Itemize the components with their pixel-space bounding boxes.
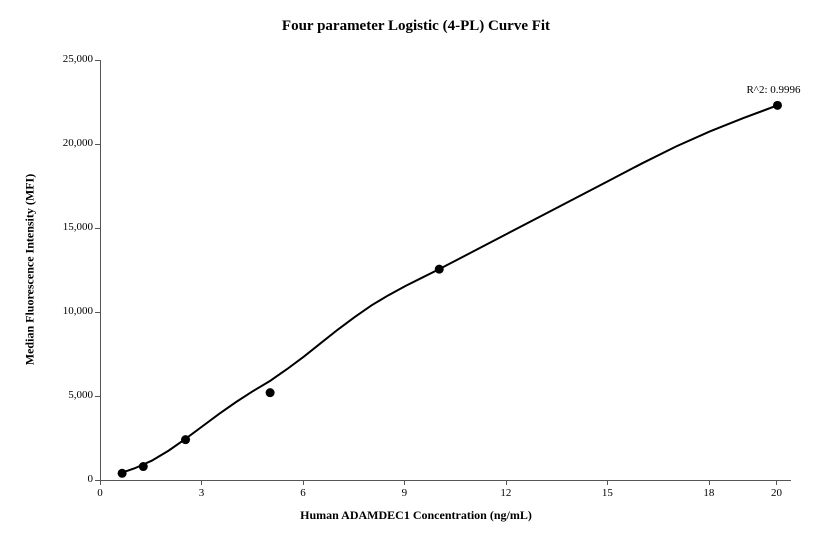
y-tick-mark bbox=[95, 60, 100, 61]
data-point bbox=[266, 388, 275, 397]
x-tick-label: 18 bbox=[694, 487, 724, 499]
x-tick-label: 12 bbox=[491, 487, 521, 499]
x-tick-mark bbox=[607, 480, 608, 485]
y-tick-label: 5,000 bbox=[38, 389, 93, 401]
y-tick-label: 0 bbox=[38, 473, 93, 485]
y-tick-label: 10,000 bbox=[38, 305, 93, 317]
x-tick-label: 20 bbox=[761, 487, 791, 499]
data-point bbox=[118, 469, 127, 478]
x-tick-mark bbox=[776, 480, 777, 485]
x-tick-mark bbox=[201, 480, 202, 485]
chart-title: Four parameter Logistic (4-PL) Curve Fit bbox=[0, 18, 832, 35]
x-tick-label: 9 bbox=[389, 487, 419, 499]
x-tick-label: 3 bbox=[186, 487, 216, 499]
data-point bbox=[435, 265, 444, 274]
x-tick-mark bbox=[100, 480, 101, 485]
y-tick-mark bbox=[95, 396, 100, 397]
x-tick-label: 0 bbox=[85, 487, 115, 499]
chart-svg bbox=[101, 60, 791, 480]
y-tick-mark bbox=[95, 144, 100, 145]
y-tick-label: 15,000 bbox=[38, 221, 93, 233]
data-point bbox=[773, 101, 782, 110]
x-tick-mark bbox=[303, 480, 304, 485]
x-tick-label: 15 bbox=[592, 487, 622, 499]
data-markers bbox=[118, 101, 782, 478]
plot-area bbox=[100, 60, 791, 481]
x-axis-label: Human ADAMDEC1 Concentration (ng/mL) bbox=[0, 508, 832, 523]
data-point bbox=[181, 435, 190, 444]
x-tick-mark bbox=[404, 480, 405, 485]
y-tick-mark bbox=[95, 228, 100, 229]
y-tick-label: 25,000 bbox=[38, 53, 93, 65]
y-tick-mark bbox=[95, 312, 100, 313]
y-tick-label: 20,000 bbox=[38, 137, 93, 149]
x-tick-mark bbox=[506, 480, 507, 485]
fit-curve bbox=[118, 105, 778, 474]
data-point bbox=[139, 462, 148, 471]
chart-container: Four parameter Logistic (4-PL) Curve Fit… bbox=[0, 0, 832, 560]
x-tick-mark bbox=[709, 480, 710, 485]
x-tick-label: 6 bbox=[288, 487, 318, 499]
y-axis-label: Median Fluorescence Intensity (MFI) bbox=[23, 60, 38, 480]
r-squared-annotation: R^2: 0.9996 bbox=[746, 84, 800, 96]
